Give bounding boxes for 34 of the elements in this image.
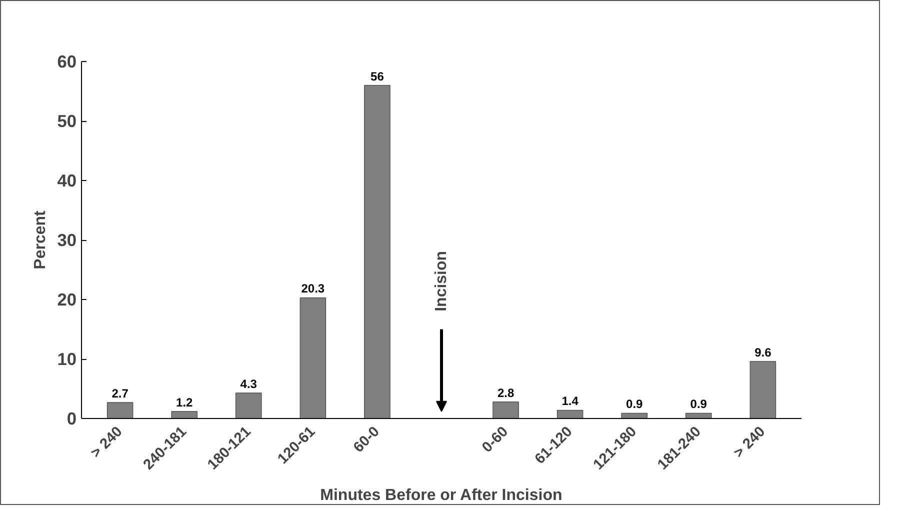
y-axis-title: Percent — [32, 210, 50, 270]
data-label: 56 — [370, 69, 384, 84]
bar — [364, 85, 390, 418]
data-label: 1.4 — [562, 394, 579, 408]
bar — [106, 402, 134, 418]
annotation: Incision — [433, 250, 450, 312]
bar — [171, 411, 198, 418]
data-label: 2.7 — [112, 386, 129, 400]
y-tick-label: 30 — [57, 230, 77, 250]
y-tick-label: 60 — [57, 52, 77, 72]
bar — [556, 410, 584, 418]
y-tick-label: 20 — [57, 290, 77, 310]
y-tick-label: 0 — [66, 408, 77, 428]
data-label: 0.9 — [626, 397, 644, 412]
data-label: 1.2 — [176, 395, 194, 410]
y-tick-label: 10 — [57, 349, 77, 369]
x-tick-label: 60-0 — [350, 424, 383, 456]
data-label: 4.3 — [240, 376, 258, 391]
x-axis-title: Minutes Before or After Incision — [320, 486, 562, 504]
data-label: 9.6 — [754, 345, 772, 360]
bar — [750, 361, 776, 418]
bar — [236, 392, 262, 418]
data-label: 20.3 — [301, 282, 325, 296]
y-tick-label: 40 — [57, 170, 77, 190]
x-tick-label: > 240 — [88, 424, 126, 462]
bar — [686, 412, 712, 418]
data-label: 0.9 — [690, 397, 708, 412]
data-label: 2.8 — [497, 386, 514, 400]
bar — [492, 402, 519, 418]
x-tick-label: > 240 — [731, 424, 769, 462]
x-tick-label: 0-60 — [479, 424, 512, 456]
bar — [621, 412, 648, 418]
bar — [300, 297, 326, 418]
y-tick-label: 50 — [57, 111, 77, 131]
